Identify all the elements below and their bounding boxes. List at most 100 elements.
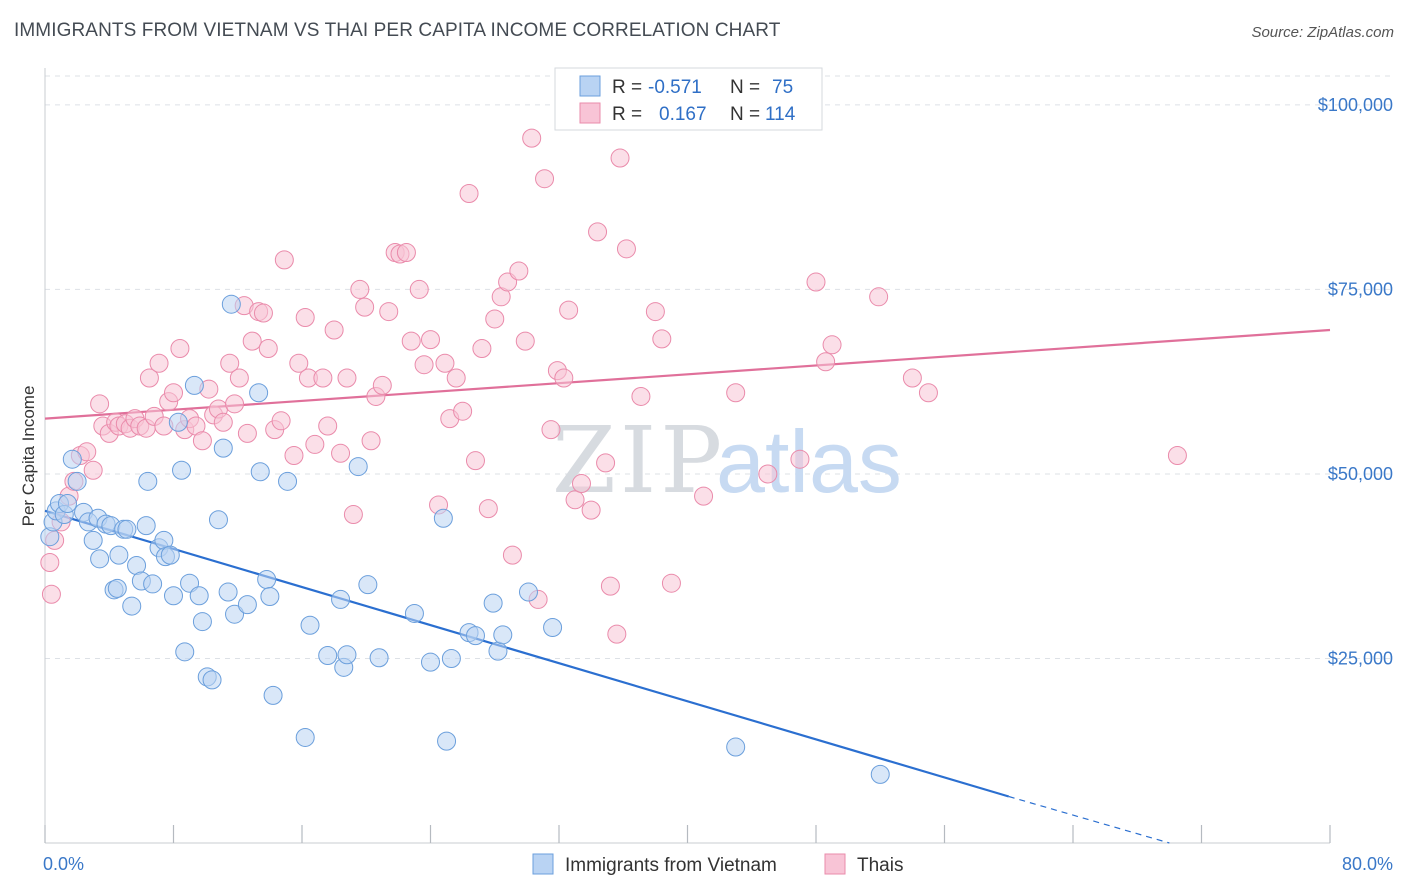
- point-thais-101: [631, 386, 651, 406]
- point-vietnam-63: [433, 508, 453, 528]
- point-vietnam-70: [518, 582, 538, 602]
- point-vietnam-66: [465, 626, 485, 646]
- point-thais-53: [324, 320, 344, 340]
- point-vietnam-19: [117, 519, 137, 539]
- point-thais-75: [459, 183, 479, 203]
- point-thais-88: [541, 420, 561, 440]
- bottom-legend-swatch-vietnam: [532, 853, 554, 875]
- series-vietnam-points: [40, 294, 890, 784]
- point-thais-108: [790, 449, 810, 469]
- point-thais-77: [472, 338, 492, 358]
- point-vietnam-58: [348, 457, 368, 477]
- point-vietnam-47: [250, 462, 270, 482]
- point-vietnam-62: [421, 652, 440, 672]
- source-credit: Source: ZipAtlas.com: [1251, 24, 1394, 41]
- point-thais-58: [355, 297, 375, 317]
- point-vietnam-34: [180, 573, 200, 593]
- point-vietnam-44: [225, 604, 245, 624]
- point-vietnam-60: [369, 648, 389, 668]
- point-vietnam-69: [493, 625, 513, 645]
- point-thais-35: [225, 394, 245, 414]
- trend-line-vietnam-extension: [1008, 795, 1170, 844]
- point-vietnam-25: [143, 574, 163, 594]
- y-axis-label: Per Capita Income: [19, 386, 38, 527]
- point-vietnam-50: [263, 685, 283, 705]
- point-vietnam-67: [483, 593, 503, 613]
- point-thais-107: [758, 464, 778, 484]
- point-vietnam-33: [175, 642, 195, 662]
- point-thais-85: [522, 128, 542, 148]
- point-thais-115: [1167, 446, 1187, 465]
- point-thais-76: [465, 451, 485, 471]
- point-thais-94: [581, 500, 601, 520]
- point-thais-103: [652, 329, 672, 349]
- point-thais-46: [284, 446, 304, 465]
- y-tick-label-2: $75,000: [1328, 279, 1393, 299]
- point-thais-90: [554, 368, 574, 388]
- point-vietnam-55: [331, 589, 351, 609]
- legend-box: R = -0.571 N = 75 R = 0.167 N = 114: [554, 67, 823, 131]
- point-thais-61: [372, 375, 392, 395]
- point-vietnam-36: [189, 586, 209, 606]
- point-thais-19: [139, 368, 159, 388]
- point-vietnam-37: [192, 612, 212, 632]
- bottom-legend-label-vietnam: Immigrants from Vietnam: [565, 855, 777, 876]
- point-vietnam-10: [83, 530, 103, 550]
- point-vietnam-35: [184, 375, 204, 395]
- x-tick-label-min: 0.0%: [43, 854, 84, 874]
- y-tick-label-0: $25,000: [1328, 648, 1393, 668]
- y-tick-label-3: $100,000: [1318, 95, 1393, 115]
- point-thais-34: [220, 353, 240, 373]
- point-vietnam-32: [172, 460, 192, 480]
- point-thais-82: [502, 545, 522, 565]
- point-thais-66: [401, 331, 421, 351]
- point-thais-41: [253, 303, 273, 323]
- point-thais-98: [607, 624, 627, 644]
- point-thais-105: [694, 486, 714, 506]
- point-thais-29: [192, 431, 212, 451]
- point-thais-112: [869, 287, 889, 307]
- point-thais-33: [213, 412, 233, 432]
- point-thais-51: [313, 368, 333, 388]
- point-thais-71: [435, 353, 455, 373]
- point-vietnam-61: [404, 603, 424, 623]
- legend-n-label-vietnam: N =: [730, 77, 760, 98]
- point-thais-106: [726, 383, 746, 403]
- y-tick-label-1: $50,000: [1328, 464, 1393, 484]
- point-vietnam-46: [249, 383, 269, 403]
- point-thais-42: [258, 338, 278, 358]
- point-thais-69: [421, 330, 440, 350]
- point-thais-74: [453, 401, 473, 421]
- point-thais-65: [396, 243, 416, 263]
- point-thais-73: [446, 368, 466, 388]
- point-vietnam-24: [138, 471, 158, 491]
- point-thais-95: [588, 222, 608, 242]
- point-thais-114: [918, 383, 938, 403]
- legend-n-value-vietnam: 75: [772, 77, 793, 98]
- point-thais-109: [806, 272, 826, 292]
- point-thais-68: [414, 355, 434, 375]
- point-vietnam-20: [122, 596, 142, 616]
- point-thais-67: [409, 279, 429, 299]
- legend-r-value-thais: 0.167: [659, 104, 707, 125]
- y-tick-labels: $25,000 $50,000 $75,000 $100,000: [1318, 95, 1393, 669]
- point-thais-38: [237, 423, 257, 443]
- point-thais-113: [902, 368, 922, 388]
- point-vietnam-51: [278, 471, 298, 491]
- point-vietnam-5: [57, 493, 77, 513]
- point-vietnam-64: [441, 648, 461, 668]
- point-vietnam-30: [164, 586, 183, 606]
- chart-title: IMMIGRANTS FROM VIETNAM VS THAI PER CAPI…: [14, 20, 781, 41]
- point-vietnam-7: [67, 471, 87, 491]
- point-thais-48: [295, 307, 315, 327]
- legend-swatch-vietnam: [579, 75, 601, 97]
- legend-r-label-thais: R =: [612, 104, 642, 125]
- point-thais-111: [816, 352, 836, 372]
- bottom-legend-label-thais: Thais: [857, 855, 903, 876]
- point-thais-59: [361, 431, 381, 451]
- bottom-legend-swatch-thais: [824, 853, 846, 875]
- point-thais-110: [822, 335, 842, 355]
- point-vietnam-39: [202, 670, 222, 690]
- series-thais-points: [40, 128, 1187, 644]
